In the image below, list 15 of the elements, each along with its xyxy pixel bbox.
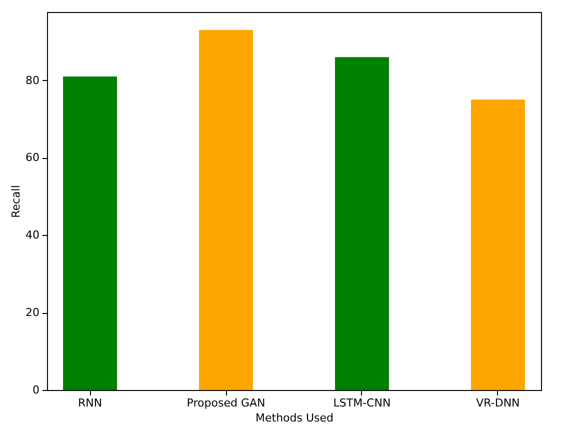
y-tick-label: 40 [26,228,40,242]
y-tick-label: 80 [26,74,40,87]
y-tick-label: 60 [26,151,40,164]
bar [63,76,118,390]
y-axis-title: Recall [10,185,23,218]
x-tick-label: RNN [78,396,102,410]
bar [199,30,254,390]
x-tick-label: LSTM-CNN [333,396,391,410]
bar [334,57,389,390]
y-tick-label: 20 [26,306,40,320]
bar [470,100,525,390]
y-tick-label: 0 [32,384,40,396]
x-axis-title: Methods Used [255,412,334,424]
x-tick-label: VR-DNN [476,396,520,410]
x-tick-label: Proposed GAN [186,396,266,410]
